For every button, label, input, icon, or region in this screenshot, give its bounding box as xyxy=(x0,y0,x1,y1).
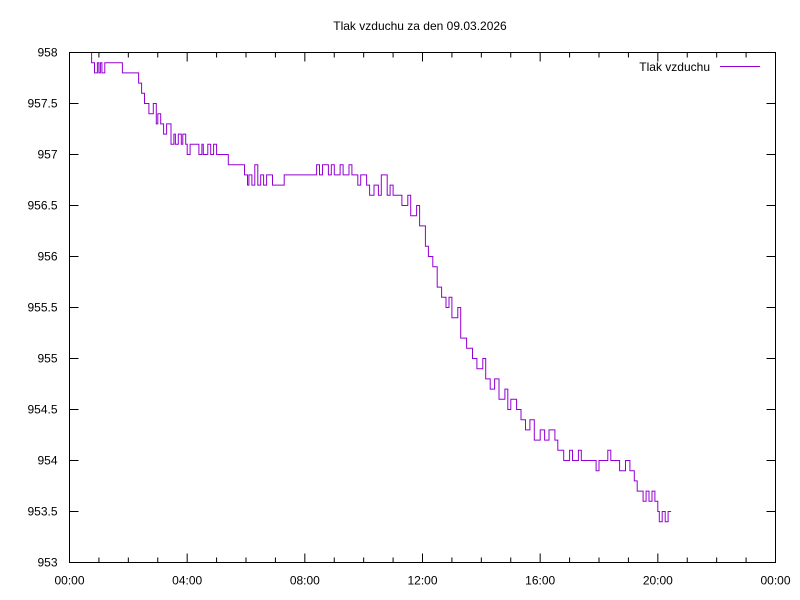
y-tick-label: 957 xyxy=(37,148,57,162)
legend: Tlak vzduchu xyxy=(639,60,760,74)
x-tick-label: 00:00 xyxy=(54,574,84,588)
x-tick-label: 04:00 xyxy=(172,574,202,588)
x-tick-label: 00:00 xyxy=(760,574,790,588)
x-tick-label: 12:00 xyxy=(407,574,437,588)
legend-label: Tlak vzduchu xyxy=(639,60,710,74)
x-tick-label: 16:00 xyxy=(525,574,555,588)
y-tick-label: 954 xyxy=(37,454,57,468)
plot-border xyxy=(69,52,776,563)
series-line-tlak-vzduchu xyxy=(88,52,672,523)
y-tick-label: 958 xyxy=(37,46,57,60)
y-axis: 953 953.5 954 954.5 955 955.5 956 956.5 957 957.5… xyxy=(27,46,776,570)
y-tick-label: 956.5 xyxy=(27,199,57,213)
y-tick-label: 957.5 xyxy=(27,97,57,111)
y-tick-label: 954.5 xyxy=(27,403,57,417)
y-tick-label: 953 xyxy=(37,556,57,570)
y-tick-label: 955 xyxy=(37,352,57,366)
x-axis: 00:00 04:00 08:00 12:00 16:00 20:00 00:00 xyxy=(54,52,791,588)
y-tick-label: 955.5 xyxy=(27,301,57,315)
x-tick-label: 08:00 xyxy=(290,574,320,588)
chart-title: Tlak vzduchu za den 09.03.2026 xyxy=(333,19,507,33)
x-tick-label: 20:00 xyxy=(643,574,673,588)
y-tick-label: 956 xyxy=(37,250,57,264)
y-tick-label: 953.5 xyxy=(27,505,57,519)
